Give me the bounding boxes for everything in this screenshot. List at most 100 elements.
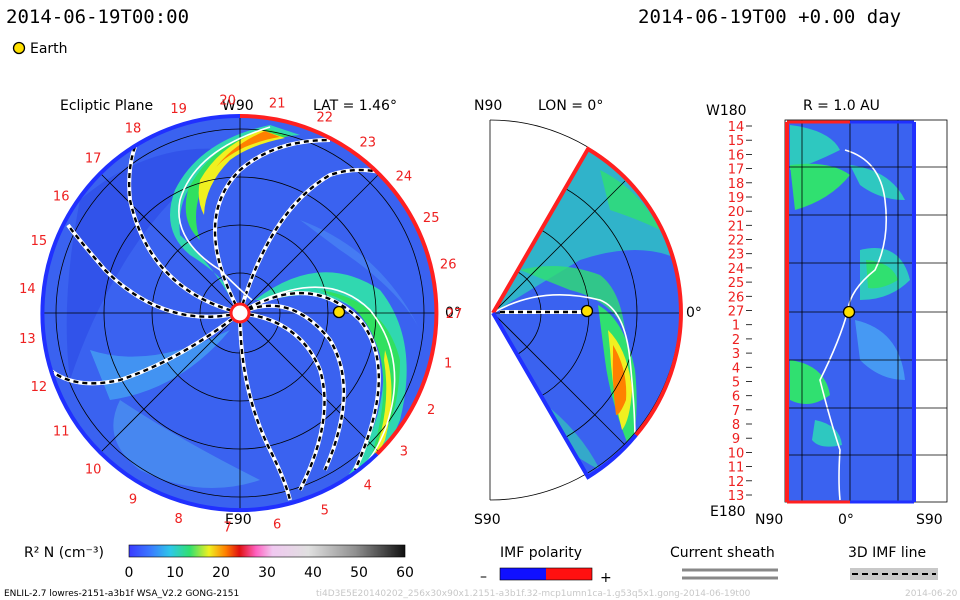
- meridional-top-label: N90: [474, 98, 502, 114]
- ecliptic-top-label: W90: [222, 98, 254, 114]
- colorbar: R² N (cm⁻³) 0 10 20 30 40 50 60: [24, 544, 414, 581]
- meridional-right-label: 0°: [686, 305, 702, 321]
- radial-row-label: 13: [728, 489, 745, 504]
- colorbar-tick-label: 0: [125, 565, 134, 581]
- radial-row-label: 22: [728, 234, 745, 249]
- carrington-label: 23: [360, 135, 377, 150]
- radial-row-label: 10: [728, 446, 745, 461]
- earth-legend-label: Earth: [30, 41, 68, 57]
- radial-row-label: 2: [732, 333, 740, 348]
- imf-line-label: 3D IMF line: [848, 545, 926, 561]
- ecliptic-right-label: 0°: [445, 305, 461, 321]
- current-sheath-legend: Current sheath: [670, 545, 778, 580]
- carrington-label: 5: [321, 504, 329, 519]
- imf-polarity-plus: +: [600, 570, 612, 586]
- radial-row-label: 5: [732, 376, 740, 391]
- colorbar-label: R² N (cm⁻³): [24, 545, 104, 561]
- radial-row-label: 25: [728, 276, 745, 291]
- radial-row-label: 11: [728, 461, 745, 476]
- carrington-label: 19: [170, 102, 187, 117]
- colorbar-tick-label: 10: [166, 565, 184, 581]
- radial-x-label-n90: N90: [755, 512, 783, 528]
- ecliptic-lat-label: LAT = 1.46°: [313, 98, 397, 114]
- earth-marker-radial: [842, 305, 856, 319]
- imf-line-legend: 3D IMF line: [848, 545, 938, 580]
- colorbar-tick-label: 50: [350, 565, 368, 581]
- radial-top-left-label: W180: [706, 103, 747, 119]
- carrington-label: 9: [129, 492, 137, 507]
- ecliptic-panel: Ecliptic Plane W90 LAT = 1.46° E90 0° 12…: [19, 93, 462, 535]
- radial-row-label: 15: [728, 134, 745, 149]
- radial-row-label: 24: [728, 262, 745, 277]
- footer-right: ti4D3E5E20140202_256x30x90x1.2151-a3b1f.…: [316, 589, 751, 599]
- header-right-time: 2014-06-19T00 +0.00 day: [638, 6, 902, 28]
- carrington-label: 3: [400, 445, 408, 460]
- carrington-label: 2: [427, 403, 435, 418]
- radial-row-label: 16: [728, 148, 745, 163]
- radial-panel: R = 1.0 AU W180 E180 N90 0° S90 14151617…: [706, 98, 948, 528]
- imf-polarity-label: IMF polarity: [500, 545, 582, 561]
- carrington-label: 17: [85, 151, 102, 166]
- radial-row-label: 18: [728, 177, 745, 192]
- carrington-label: 6: [273, 518, 281, 533]
- radial-row-label: 19: [728, 191, 745, 206]
- meridional-bottom-label: S90: [474, 512, 501, 528]
- carrington-label: 20: [219, 93, 236, 108]
- current-sheath-label: Current sheath: [670, 545, 775, 561]
- radial-row-label: 1: [732, 319, 740, 334]
- radial-row-label: 3: [732, 347, 740, 362]
- radial-row-label: 9: [732, 432, 740, 447]
- colorbar-tick-label: 20: [212, 565, 230, 581]
- carrington-label: 21: [269, 96, 286, 111]
- carrington-label: 22: [317, 111, 334, 126]
- radial-row-label: 4: [732, 361, 740, 376]
- radial-row-label: 17: [728, 163, 745, 178]
- radial-row-label: 8: [732, 418, 740, 433]
- carrington-label: 7: [223, 521, 231, 536]
- carrington-label: 26: [440, 258, 457, 273]
- carrington-label: 4: [364, 479, 372, 494]
- radial-title: R = 1.0 AU: [803, 98, 880, 114]
- footer-date-right: 2014-06-20: [905, 589, 958, 599]
- radial-row-label: 7: [732, 404, 740, 419]
- colorbar-ticks: 0 10 20 30 40 50 60: [125, 565, 414, 581]
- carrington-label: 18: [125, 122, 142, 137]
- carrington-label: 16: [53, 189, 70, 204]
- earth-marker-ecliptic: [332, 305, 346, 319]
- imf-polarity-legend: IMF polarity – +: [480, 545, 612, 586]
- carrington-label: 8: [174, 512, 182, 527]
- radial-row-label: 23: [728, 248, 745, 263]
- carrington-label: 10: [85, 463, 102, 478]
- earth-marker-meridional: [580, 304, 594, 318]
- footer-left: ENLIL-2.7 lowres-2151-a3b1f WSA_V2.2 GON…: [4, 589, 239, 599]
- earth-legend-icon: [12, 41, 26, 55]
- carrington-label: 12: [31, 380, 48, 395]
- radial-x-label-0: 0°: [838, 512, 854, 528]
- colorbar-tick-label: 60: [396, 565, 414, 581]
- imf-polarity-bar: [499, 567, 593, 581]
- radial-row-label: 27: [728, 305, 745, 320]
- radial-row-label: 21: [728, 219, 745, 234]
- radial-row-label: 6: [732, 390, 740, 405]
- ecliptic-bottom-label: E90: [225, 512, 252, 528]
- radial-row-label: 26: [728, 290, 745, 305]
- radial-x-label-s90: S90: [916, 512, 943, 528]
- header-left-time: 2014-06-19T00:00: [6, 6, 190, 28]
- radial-row-label: 12: [728, 475, 745, 490]
- radial-row-label: 14: [728, 120, 745, 135]
- radial-row-labels: 1415161718192021222324252627123456789101…: [728, 120, 745, 504]
- carrington-label: 24: [396, 169, 413, 184]
- carrington-label: 13: [19, 332, 36, 347]
- carrington-label: 25: [423, 211, 440, 226]
- carrington-label: 14: [19, 282, 36, 297]
- carrington-label: 11: [53, 425, 70, 440]
- radial-row-label: 20: [728, 205, 745, 220]
- radial-bottom-left-label: E180: [710, 504, 746, 520]
- colorbar-tick-label: 30: [258, 565, 276, 581]
- carrington-label: 1: [444, 356, 452, 371]
- carrington-label: 15: [31, 234, 48, 249]
- colorbar-tick-label: 40: [304, 565, 322, 581]
- ecliptic-title: Ecliptic Plane: [60, 98, 153, 114]
